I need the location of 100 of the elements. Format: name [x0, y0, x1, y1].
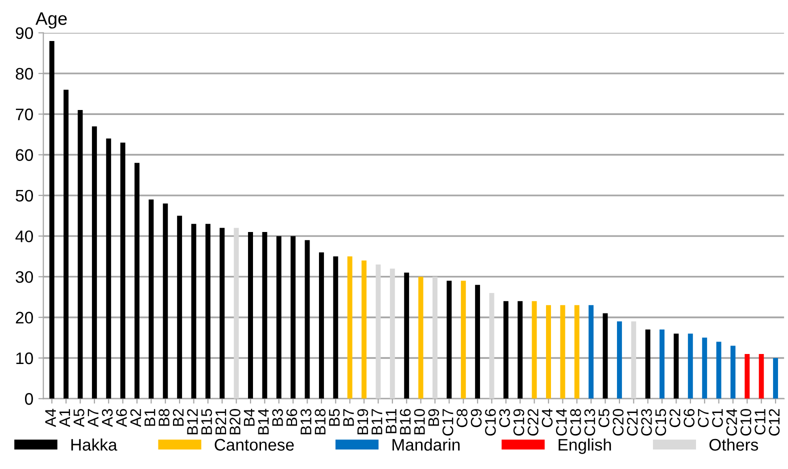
y-tick-label: 60 [16, 149, 33, 161]
x-tick-label: C8 [456, 409, 468, 428]
bar [489, 292, 494, 399]
bar [744, 354, 750, 399]
y-tick-label: 50 [16, 190, 33, 202]
bar [418, 276, 424, 399]
bar [134, 162, 140, 399]
bar [616, 321, 622, 399]
x-tick-label: B20 [230, 408, 240, 434]
y-tick-label: 20 [16, 312, 33, 324]
y-tick-label: 90 [16, 27, 33, 40]
x-tick-label: C23 [641, 409, 652, 436]
x-tick-label: A2 [130, 409, 141, 428]
x-tick-label: C7 [698, 409, 709, 428]
x-tick-label: B9 [428, 409, 440, 426]
x-tick-label: B7 [343, 409, 354, 426]
bar [688, 334, 693, 399]
x-tick-label: C24 [726, 408, 738, 436]
x-tick-label: C9 [470, 409, 482, 428]
x-tick-label: C18 [570, 409, 581, 436]
bar [574, 305, 580, 399]
x-tick-label: B17 [372, 409, 382, 434]
legend-label: Others [709, 438, 758, 451]
x-tick-label: A4 [45, 408, 56, 428]
bar [702, 338, 708, 399]
bar [390, 268, 395, 399]
x-tick-label: B3 [272, 409, 283, 426]
x-tick-label: C16 [485, 409, 496, 436]
bar [92, 126, 97, 399]
x-tick-label: C13 [584, 409, 596, 436]
x-tick-label: A5 [74, 409, 84, 428]
x-tick-label: C1 [712, 409, 723, 428]
bar [347, 256, 352, 399]
bar [518, 301, 523, 399]
bar [64, 90, 69, 399]
legend-label: English [558, 438, 611, 454]
bar [503, 301, 508, 399]
bar [376, 264, 381, 399]
x-tick-label: B19 [357, 409, 368, 434]
x-tick-label: B18 [314, 409, 326, 434]
x-tick-label: C6 [684, 409, 695, 428]
x-tick-label: A1 [59, 409, 70, 428]
x-tick-label: C4 [542, 408, 553, 428]
x-tick-label: B6 [286, 409, 298, 426]
bar [645, 330, 650, 399]
bar [560, 305, 566, 399]
bar [716, 342, 722, 399]
bar [333, 256, 338, 399]
bar [78, 110, 83, 399]
x-tick-label: A3 [102, 409, 113, 428]
bar [290, 236, 296, 399]
y-tick-label: 10 [16, 352, 33, 364]
x-tick-label: C10 [740, 408, 752, 436]
bar [602, 313, 608, 399]
x-tick-label: C15 [655, 409, 666, 436]
x-tick-label: C19 [513, 409, 524, 436]
x-tick-label: B21 [215, 409, 226, 434]
x-tick-label: C20 [612, 408, 624, 436]
x-tick-label: C3 [499, 409, 510, 428]
x-tick-label: B5 [329, 409, 340, 426]
x-tick-label: C22 [528, 409, 538, 436]
x-tick-label: C11 [754, 409, 766, 434]
bar [404, 272, 410, 399]
bar [49, 40, 54, 399]
x-tick-label: B13 [300, 409, 312, 434]
bar [730, 346, 736, 399]
x-tick-label: B4 [244, 408, 254, 426]
bar [234, 228, 239, 399]
bar [588, 305, 594, 399]
bar [318, 252, 324, 399]
bar [758, 354, 764, 399]
x-tick-label: B8 [158, 409, 170, 426]
bar [248, 232, 253, 399]
x-tick-label: B14 [258, 408, 269, 434]
bar [773, 358, 778, 399]
bar [532, 301, 537, 399]
bar [191, 224, 196, 399]
x-tick-label: B10 [414, 408, 425, 434]
bar [120, 142, 126, 399]
bar [162, 204, 168, 399]
x-tick-label: C5 [598, 409, 610, 428]
y-tick-label: 40 [15, 230, 33, 242]
bar [304, 240, 310, 399]
x-tick-label: C17 [442, 409, 454, 436]
bar [446, 280, 452, 399]
x-tick-label: B2 [172, 409, 184, 426]
legend-label: Cantonese [214, 438, 294, 451]
y-tick-label: 70 [16, 108, 33, 120]
x-tick-label: B1 [144, 409, 156, 426]
y-tick-label: 80 [16, 68, 33, 80]
bar [475, 284, 480, 399]
x-tick-label: C12 [768, 409, 780, 436]
x-tick-label: A7 [88, 409, 98, 428]
bar [148, 199, 154, 399]
bar [362, 260, 367, 399]
y-tick-label: 0 [25, 393, 33, 405]
y-tick-label: 30 [16, 271, 33, 283]
x-tick-label: A6 [116, 409, 127, 428]
x-tick-label: C2 [670, 409, 680, 428]
bar [106, 138, 112, 399]
